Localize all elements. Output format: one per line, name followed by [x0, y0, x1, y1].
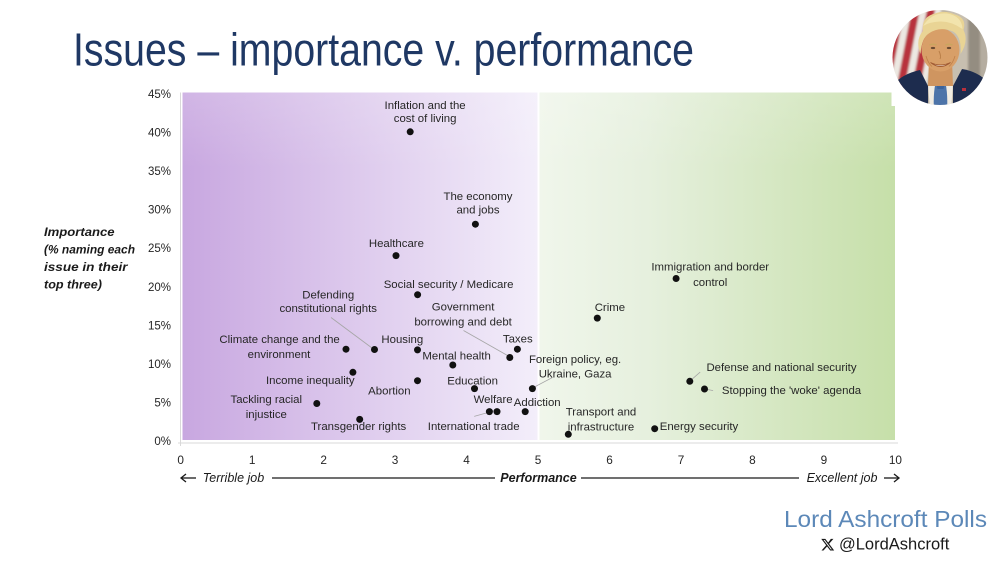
svg-text:0%: 0%	[154, 436, 171, 448]
svg-text:15%: 15%	[148, 320, 171, 332]
svg-text:borrowing and debt: borrowing and debt	[414, 316, 512, 328]
svg-text:45%: 45%	[148, 89, 171, 101]
svg-text:2: 2	[320, 453, 327, 467]
svg-text:Education: Education	[447, 376, 498, 388]
svg-text:Transport and: Transport and	[566, 407, 637, 419]
svg-text:Stopping the 'woke' agenda: Stopping the 'woke' agenda	[722, 385, 862, 397]
svg-text:Defending: Defending	[302, 290, 354, 302]
svg-text:Inflation and the: Inflation and the	[385, 100, 466, 112]
svg-text:Taxes: Taxes	[503, 333, 533, 345]
svg-text:Terrible job: Terrible job	[203, 471, 264, 485]
svg-text:25%: 25%	[148, 243, 171, 255]
svg-text:7: 7	[678, 453, 685, 467]
svg-text:and jobs: and jobs	[456, 205, 499, 217]
svg-text:10%: 10%	[148, 359, 171, 371]
svg-text:Addiction: Addiction	[514, 397, 561, 409]
svg-text:5: 5	[535, 453, 542, 467]
svg-text:30%: 30%	[148, 205, 171, 217]
svg-text:Immigration and border: Immigration and border	[651, 262, 769, 274]
svg-text:35%: 35%	[148, 166, 171, 178]
svg-text:environment: environment	[248, 349, 312, 361]
svg-text:40%: 40%	[148, 128, 171, 140]
svg-text:1: 1	[249, 453, 256, 467]
svg-text:Performance: Performance	[500, 471, 576, 485]
svg-text:constitutional rights: constitutional rights	[279, 303, 377, 315]
svg-text:Government: Government	[432, 302, 496, 314]
svg-text:Issues – importance v. perform: Issues – importance v. performance	[73, 24, 694, 76]
svg-text:Income inequality: Income inequality	[266, 375, 355, 387]
svg-text:Climate change and the: Climate change and the	[219, 334, 339, 346]
svg-text:Ukraine, Gaza: Ukraine, Gaza	[539, 369, 612, 381]
svg-text:issue in their: issue in their	[44, 261, 129, 274]
svg-text:Excellent job: Excellent job	[807, 471, 878, 485]
svg-text:8: 8	[749, 453, 756, 467]
svg-text:Defense and national security: Defense and national security	[706, 362, 856, 374]
svg-text:injustice: injustice	[246, 409, 287, 421]
svg-text:Abortion: Abortion	[368, 386, 410, 398]
svg-text:0: 0	[177, 453, 184, 467]
svg-text:Crime: Crime	[595, 302, 625, 314]
svg-text:The economy: The economy	[443, 191, 512, 203]
svg-text:9: 9	[821, 453, 828, 467]
svg-text:Importance: Importance	[44, 226, 115, 239]
svg-text:Tackling racial: Tackling racial	[231, 394, 303, 406]
svg-text:Energy security: Energy security	[660, 421, 739, 433]
svg-text:Transgender rights: Transgender rights	[311, 421, 406, 433]
svg-text:10: 10	[889, 453, 903, 467]
svg-text:5%: 5%	[154, 397, 171, 409]
svg-text:Social security / Medicare: Social security / Medicare	[384, 279, 514, 291]
svg-text:Healthcare: Healthcare	[369, 238, 424, 250]
svg-text:Mental health: Mental health	[422, 351, 490, 363]
svg-text:@LordAshcroft: @LordAshcroft	[839, 536, 950, 554]
svg-text:(% naming each: (% naming each	[44, 244, 135, 257]
svg-text:Housing: Housing	[381, 334, 423, 346]
svg-text:Lord Ashcroft Polls: Lord Ashcroft Polls	[784, 506, 987, 532]
svg-text:infrastructure: infrastructure	[568, 421, 634, 433]
svg-text:control: control	[693, 277, 727, 289]
svg-text:cost of living: cost of living	[394, 113, 457, 125]
svg-text:Welfare: Welfare	[474, 394, 513, 406]
svg-text:International trade: International trade	[428, 421, 520, 433]
svg-text:top three): top three)	[44, 279, 102, 292]
svg-text:3: 3	[392, 453, 399, 467]
svg-text:6: 6	[606, 453, 613, 467]
svg-text:20%: 20%	[148, 282, 171, 294]
svg-text:Foreign policy, eg.: Foreign policy, eg.	[529, 354, 621, 366]
svg-text:4: 4	[463, 453, 470, 467]
